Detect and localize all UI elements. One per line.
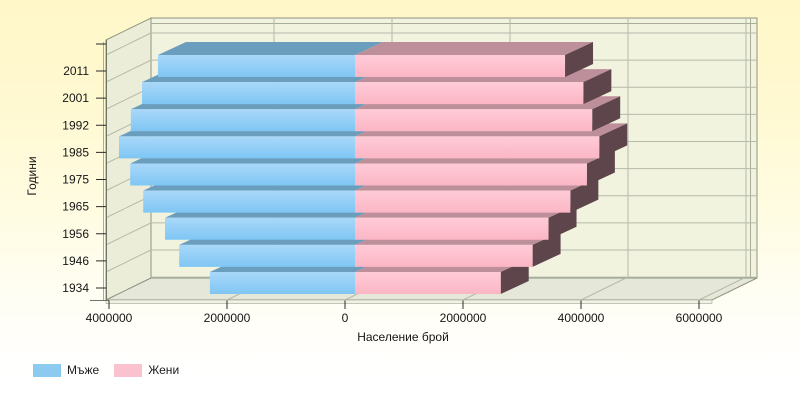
y-axis-tick-label: 1946 [62, 254, 89, 268]
y-axis-tick-label: 2001 [62, 91, 89, 105]
y-axis-title: Години [25, 156, 39, 195]
x-axis-title: Население брой [357, 330, 449, 344]
y-axis-tick-label: 1934 [62, 281, 89, 295]
bar-women-cap-1956 [548, 204, 577, 240]
bar-women-1934 [355, 272, 501, 294]
bar-women-1956 [355, 217, 549, 240]
y-axis-tick-label: 2011 [63, 64, 89, 78]
x-axis-tick-label: 0 [342, 311, 349, 325]
legend-label-men: Мъже [67, 363, 100, 377]
tick-labels: 4000000 2000000 0 2000000 4000000 6000000 2011… [62, 64, 722, 325]
bar-men-2001 [142, 82, 355, 105]
bar-women-1975 [355, 163, 587, 186]
x-axis-tick-label: 6000000 [676, 311, 723, 325]
y-axis-tick-label: 1965 [62, 200, 89, 214]
legend-swatch-men [33, 363, 61, 377]
bar-men-1956 [165, 217, 355, 240]
bar-men-1946 [179, 244, 355, 267]
bar-women-1985 [355, 136, 600, 159]
bar-men-2011 [157, 55, 355, 77]
bar-women-2011 [355, 55, 566, 77]
bar-men-1934 [209, 272, 355, 294]
axes [90, 40, 700, 309]
bar-men-1965 [143, 190, 355, 213]
bar-women-1946 [355, 244, 533, 267]
y-axis-tick-label: 1975 [62, 173, 89, 187]
legend-swatch-women [114, 363, 143, 377]
y-axis-tick-label: 1992 [62, 118, 89, 132]
legend-item-women: Жени [114, 363, 179, 377]
x-axis-tick-label: 4000000 [558, 311, 605, 325]
legend-label-women: Жени [148, 363, 180, 377]
bar-men-1985 [119, 136, 355, 159]
legend-item-men: Мъже [33, 363, 99, 377]
bar-women-cap-1946 [532, 231, 561, 267]
bar-women-cap-1934 [500, 259, 529, 294]
x-axis-tick-label: 2000000 [440, 311, 487, 325]
bar-men-1992 [130, 109, 355, 132]
bar-men-top-2011 [157, 42, 383, 55]
bar-women-cap-1992 [592, 96, 621, 132]
x-axis-tick-label: 2000000 [204, 311, 251, 325]
x-axis-tick-label: 4000000 [86, 311, 133, 325]
legend: Мъже Жени [33, 363, 194, 377]
bar-women-top-2011 [355, 42, 594, 55]
bar-women-1992 [355, 109, 593, 132]
floor-front-edge [105, 299, 713, 304]
bar-women-cap-1965 [570, 177, 599, 213]
y-axis-tick-label: 1985 [62, 145, 89, 159]
bars [119, 42, 628, 294]
bar-row-2011 [157, 42, 594, 77]
bar-women-2001 [355, 82, 584, 105]
bar-men-1975 [130, 163, 355, 186]
bar-women-1965 [355, 190, 571, 213]
bar-women-cap-1975 [586, 150, 615, 186]
bar-women-cap-1985 [599, 123, 628, 159]
bar-women-cap-2011 [565, 42, 594, 77]
y-axis-tick-label: 1956 [62, 227, 89, 241]
bar-women-cap-2001 [583, 69, 612, 105]
